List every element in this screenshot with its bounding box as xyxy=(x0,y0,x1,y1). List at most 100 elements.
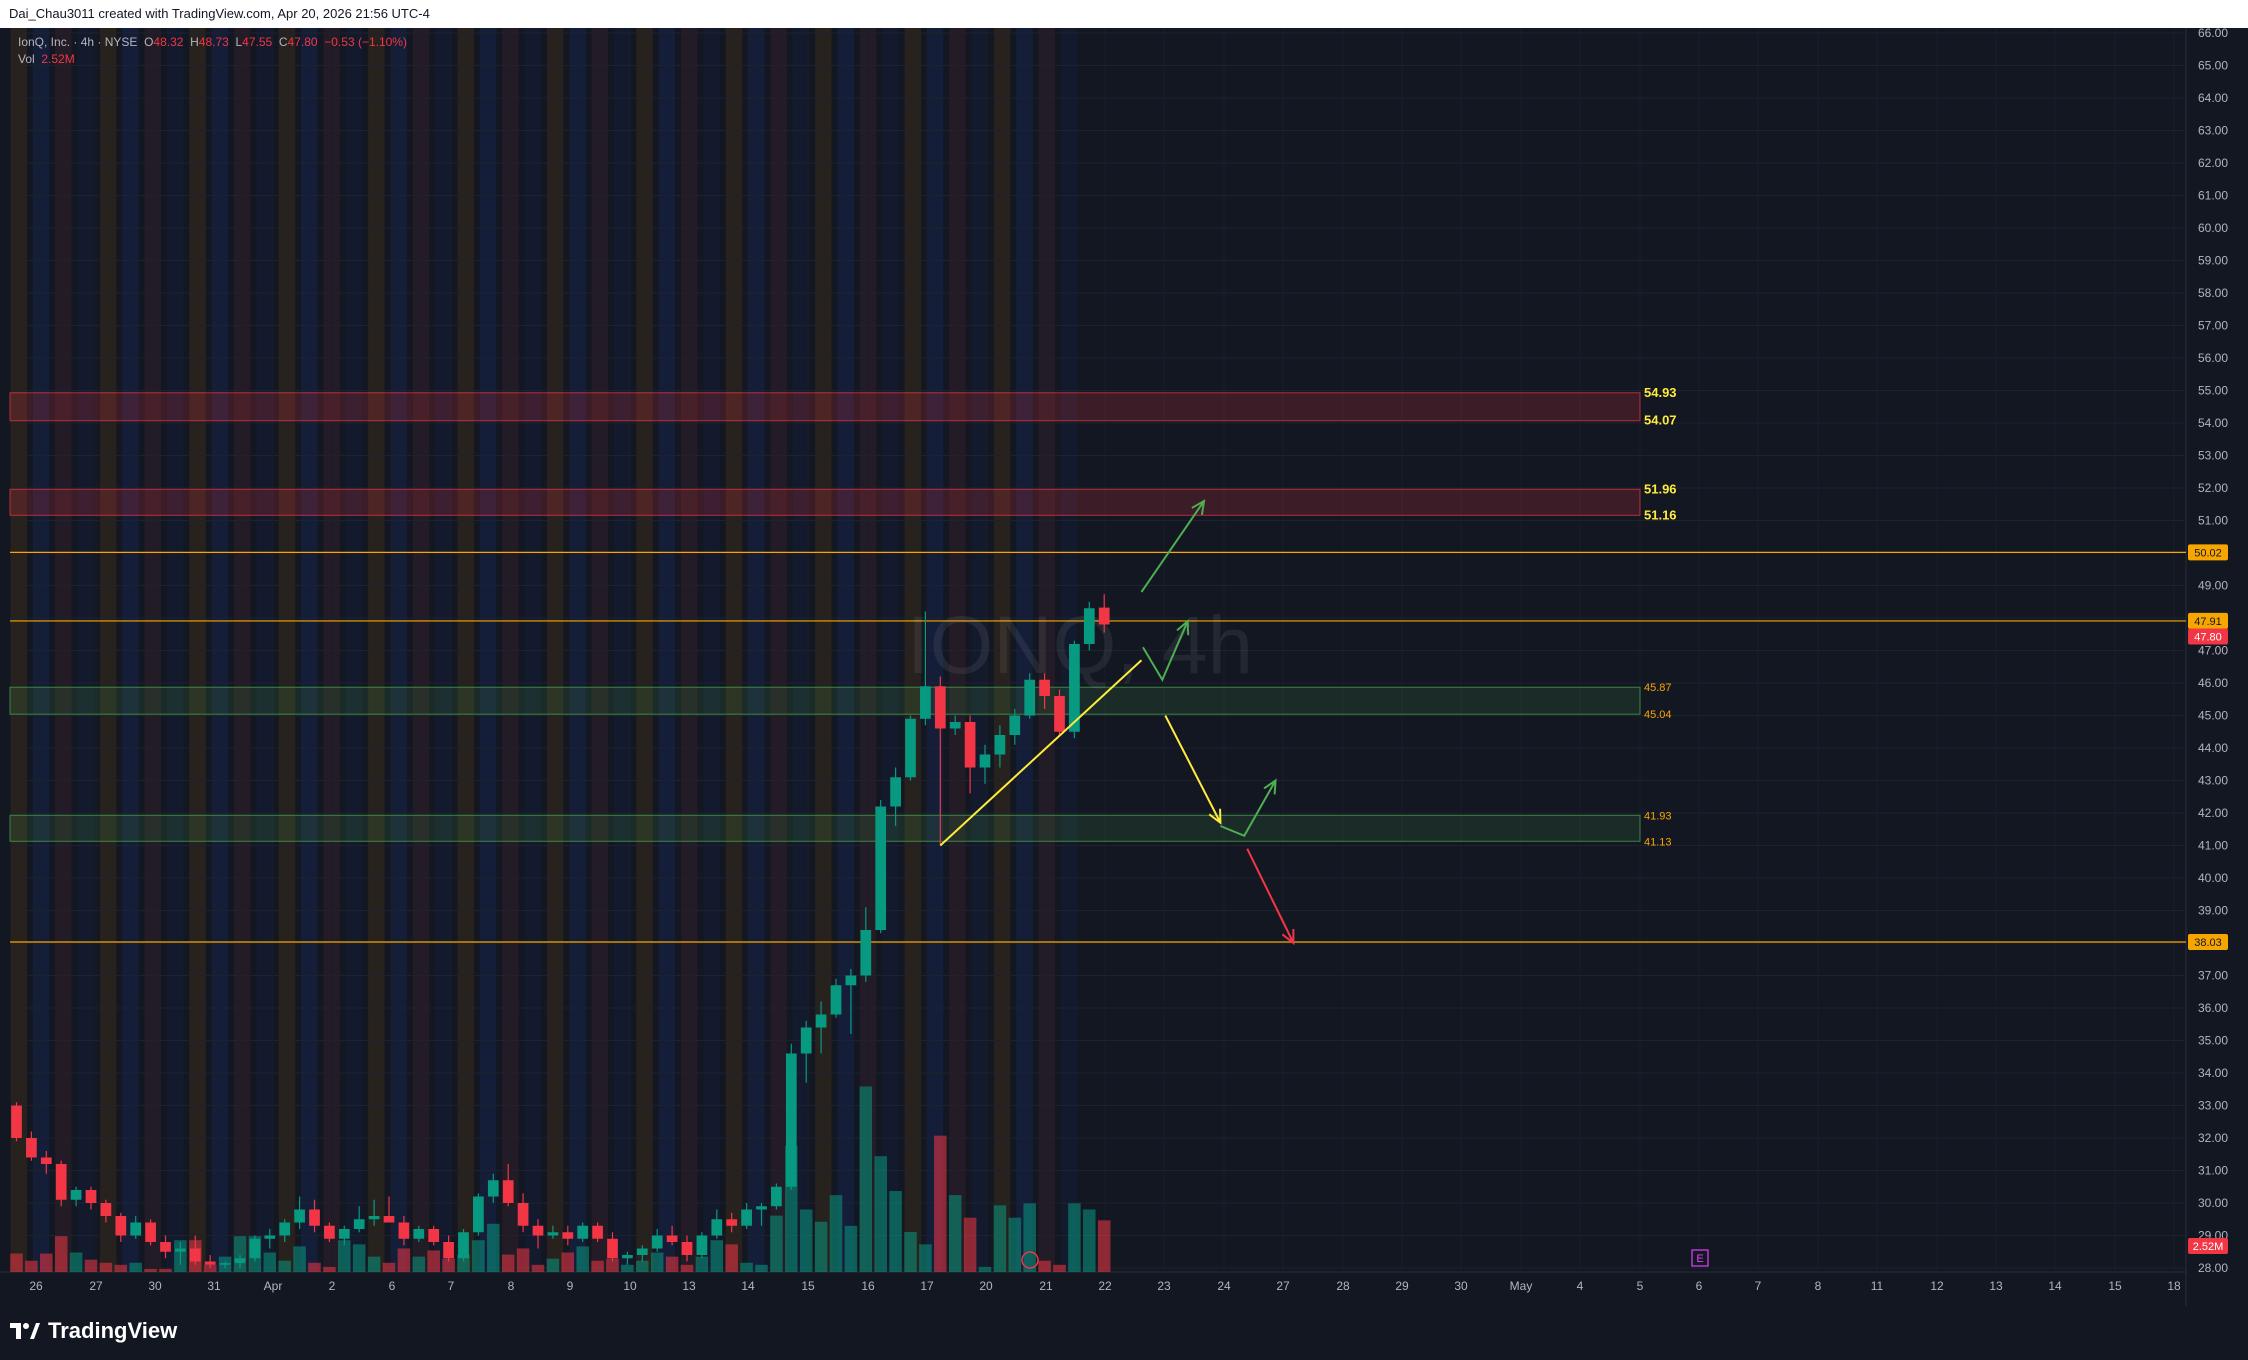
symbol-watermark: IONQ, 4h xyxy=(907,600,1253,691)
volume-bar xyxy=(25,1260,38,1272)
x-tick-label: 10 xyxy=(623,1279,637,1293)
candle-body xyxy=(1098,607,1110,625)
volume-bar xyxy=(293,1246,306,1272)
candle-body xyxy=(502,1180,514,1203)
volume-bar xyxy=(457,1254,470,1272)
volume-bar xyxy=(99,1262,113,1272)
volume-bar xyxy=(144,1268,157,1272)
x-tick-label: 13 xyxy=(1989,1279,2003,1293)
key-level-label: 47.91 xyxy=(2194,616,2222,628)
volume-bar xyxy=(740,1262,753,1272)
y-tick-label: 65.00 xyxy=(2198,59,2228,73)
y-tick-label: 62.00 xyxy=(2198,156,2228,170)
y-tick-label: 49.00 xyxy=(2198,579,2228,593)
x-tick-label: 15 xyxy=(801,1279,815,1293)
candle-body xyxy=(353,1219,365,1229)
candle-body xyxy=(249,1238,261,1259)
zone-bottom-label: 54.07 xyxy=(1644,413,1677,428)
volume-bar xyxy=(84,1259,98,1272)
x-tick-label: 31 xyxy=(207,1279,221,1293)
candle-body xyxy=(636,1248,648,1255)
candle-body xyxy=(1024,679,1036,716)
volume-bar xyxy=(338,1240,351,1272)
volume-bar xyxy=(725,1244,738,1272)
candle-body xyxy=(1054,696,1065,732)
candle-body xyxy=(845,975,857,986)
x-tick-label: 16 xyxy=(861,1279,875,1293)
candle-body xyxy=(726,1219,738,1226)
candle-body xyxy=(1009,715,1021,735)
candle-body xyxy=(175,1248,186,1252)
x-tick-label: 27 xyxy=(1276,1279,1290,1293)
candle-body xyxy=(875,806,887,930)
candle-body xyxy=(681,1242,693,1255)
legend-low: 47.55 xyxy=(242,35,273,49)
tradingview-logo[interactable]: TradingView xyxy=(10,1318,177,1344)
projection-path-yellow xyxy=(1164,715,1222,824)
y-tick-label: 63.00 xyxy=(2198,124,2228,138)
candle-body xyxy=(800,1027,812,1054)
volume-bar xyxy=(114,1264,128,1272)
y-tick-label: 43.00 xyxy=(2198,774,2228,788)
candle-body xyxy=(115,1216,127,1236)
projection-arrowhead-yellow xyxy=(1208,808,1222,825)
volume-bar xyxy=(382,1262,396,1272)
volume-bar xyxy=(308,1262,321,1272)
volume-bar xyxy=(546,1258,560,1272)
legend-open-label: O xyxy=(144,35,154,49)
volume-bar xyxy=(10,1253,23,1272)
x-tick-label: 30 xyxy=(148,1279,162,1293)
volume-bar xyxy=(963,1217,977,1272)
candle-body xyxy=(70,1190,82,1200)
symbol-legend: IonQ, Inc. · 4h · NYSE O48.32 H48.73 L47… xyxy=(18,34,407,68)
y-tick-label: 42.00 xyxy=(2198,806,2228,820)
volume-bar xyxy=(889,1191,902,1272)
volume-bar xyxy=(442,1258,455,1272)
volume-bar xyxy=(710,1240,724,1272)
trendline xyxy=(939,659,1143,847)
price-chart[interactable]: 28.0029.0030.0031.0032.0033.0034.0035.00… xyxy=(0,28,2248,1306)
candle-body xyxy=(815,1014,827,1028)
x-tick-label: 24 xyxy=(1217,1279,1231,1293)
y-tick-label: 57.00 xyxy=(2198,319,2228,333)
candle-body xyxy=(413,1229,425,1239)
projection-arrowhead-green xyxy=(1176,619,1190,636)
y-tick-label: 37.00 xyxy=(2198,969,2228,983)
x-tick-label: 8 xyxy=(1815,1279,1822,1293)
y-tick-label: 59.00 xyxy=(2198,254,2228,268)
key-level-tag xyxy=(2188,612,2228,629)
x-tick-label: 29 xyxy=(1395,1279,1409,1293)
volume-bar xyxy=(1097,1220,1111,1272)
legend-close-label: C xyxy=(278,35,288,49)
x-tick-label: 30 xyxy=(1454,1279,1468,1293)
y-tick-label: 51.00 xyxy=(2198,514,2228,528)
candle-body xyxy=(160,1242,171,1252)
x-tick-label: 9 xyxy=(567,1279,574,1293)
volume-bar xyxy=(263,1252,277,1272)
volume-bar xyxy=(129,1262,142,1272)
candle-body xyxy=(905,718,916,778)
y-tick-label: 35.00 xyxy=(2198,1034,2228,1048)
last-price-tag xyxy=(2188,628,2228,645)
volume-bar xyxy=(934,1135,947,1272)
x-tick-label: 13 xyxy=(682,1279,696,1293)
brand-name: TradingView xyxy=(48,1318,178,1343)
volume-bar xyxy=(814,1221,828,1272)
support-zone xyxy=(9,686,1641,715)
candle-body xyxy=(964,722,976,768)
x-tick-label: 23 xyxy=(1157,1279,1171,1293)
volume-bar xyxy=(621,1264,634,1272)
candle-body xyxy=(890,777,901,807)
last-price-label: 47.80 xyxy=(2194,632,2222,644)
candle-body xyxy=(85,1190,97,1203)
earnings-marker xyxy=(1691,1249,1709,1267)
x-tick-label: 12 xyxy=(1930,1279,1944,1293)
y-tick-label: 64.00 xyxy=(2198,91,2228,105)
zone-bottom-label: 51.16 xyxy=(1644,507,1677,522)
legend-volume-label: Vol xyxy=(18,52,35,66)
volume-bar xyxy=(665,1256,679,1272)
legend-high: 48.73 xyxy=(198,35,229,49)
volume-bar xyxy=(487,1223,500,1272)
candle-body xyxy=(55,1164,67,1200)
volume-bar xyxy=(323,1266,336,1272)
